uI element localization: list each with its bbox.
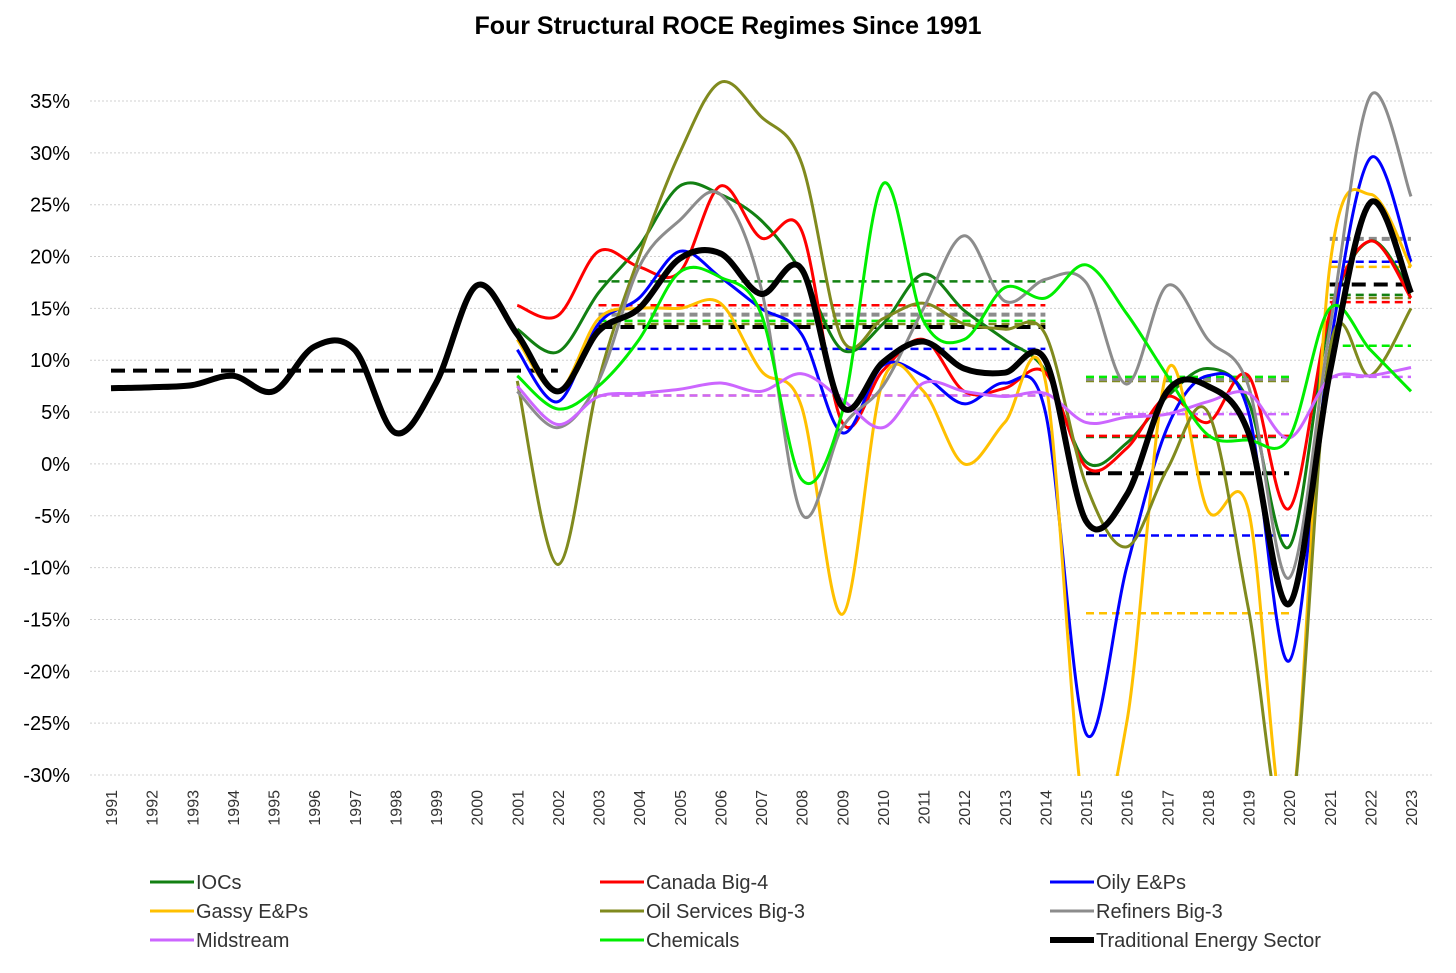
legend-label: Canada Big-4 <box>646 872 768 894</box>
series-line <box>516 181 1413 486</box>
y-tick-label: -30% <box>23 765 70 787</box>
chart-title: Four Structural ROCE Regimes Since 1991 <box>474 12 981 40</box>
x-tick-label: 1998 <box>388 790 405 826</box>
series-line <box>516 181 1413 550</box>
x-tick-label: 2017 <box>1160 790 1177 826</box>
x-tick-label: 2022 <box>1363 790 1380 826</box>
y-tick-label: -5% <box>34 506 70 528</box>
x-tick-label: 1997 <box>348 790 365 826</box>
series-line <box>516 155 1413 739</box>
x-tick-label: 2008 <box>795 790 812 826</box>
y-tick-label: 35% <box>30 91 70 113</box>
x-tick-label: 1999 <box>429 790 446 826</box>
y-tick-label: 25% <box>30 195 70 217</box>
x-tick-label: 2019 <box>1242 790 1259 826</box>
x-tick-label: 2020 <box>1282 790 1299 826</box>
y-tick-label: -10% <box>23 558 70 580</box>
x-tick-label: 1991 <box>104 790 121 826</box>
x-tick-label: 1994 <box>226 790 243 826</box>
legend-label: Midstream <box>196 930 289 952</box>
x-tick-label: 1992 <box>145 790 162 826</box>
x-tick-label: 2009 <box>835 790 852 826</box>
x-tick-label: 2018 <box>1201 790 1218 826</box>
legend-label: Refiners Big-3 <box>1096 901 1223 923</box>
series-line <box>110 198 1414 607</box>
legend-label: Oil Services Big-3 <box>646 901 805 923</box>
y-tick-label: -25% <box>23 713 70 735</box>
legend-label: Oily E&Ps <box>1096 872 1186 894</box>
series-line <box>516 188 1413 776</box>
y-tick-label: 30% <box>30 143 70 165</box>
y-tick-label: 0% <box>41 454 70 476</box>
x-tick-label: 2003 <box>592 790 609 826</box>
series-line <box>516 366 1412 440</box>
y-tick-label: 15% <box>30 298 70 320</box>
x-tick-label: 2016 <box>1120 790 1137 826</box>
x-tick-label: 2005 <box>673 790 690 826</box>
legend-label: Gassy E&Ps <box>196 901 308 923</box>
x-tick-label: 2006 <box>713 790 730 826</box>
y-tick-label: -20% <box>23 661 70 683</box>
x-tick-label: 2013 <box>998 790 1015 826</box>
x-tick-label: 2012 <box>957 790 974 826</box>
series-line <box>516 91 1413 580</box>
x-tick-label: 1996 <box>307 790 324 826</box>
x-tick-label: 1995 <box>267 790 284 826</box>
x-tick-label: 2010 <box>876 790 893 826</box>
x-tick-label: 1993 <box>185 790 202 826</box>
plot-area <box>110 80 1414 776</box>
x-tick-label: 2001 <box>510 790 527 826</box>
series-line <box>515 80 1413 776</box>
x-tick-label: 2011 <box>917 790 934 825</box>
x-tick-label: 2000 <box>470 790 487 826</box>
x-tick-label: 2007 <box>754 790 771 826</box>
x-tick-label: 2023 <box>1404 790 1421 826</box>
series-line <box>516 184 1413 511</box>
x-tick-label: 2002 <box>551 790 568 826</box>
x-tick-label: 2015 <box>1079 790 1096 826</box>
y-tick-label: -15% <box>23 609 70 631</box>
y-tick-label: 10% <box>30 350 70 372</box>
x-tick-label: 2014 <box>1038 790 1055 826</box>
legend-label: Chemicals <box>646 930 739 952</box>
legend-label: Traditional Energy Sector <box>1096 930 1321 952</box>
legend-label: IOCs <box>196 872 242 894</box>
x-tick-label: 2021 <box>1323 790 1340 826</box>
y-tick-label: 20% <box>30 247 70 269</box>
y-tick-label: 5% <box>41 402 70 424</box>
x-tick-label: 2004 <box>632 790 649 826</box>
